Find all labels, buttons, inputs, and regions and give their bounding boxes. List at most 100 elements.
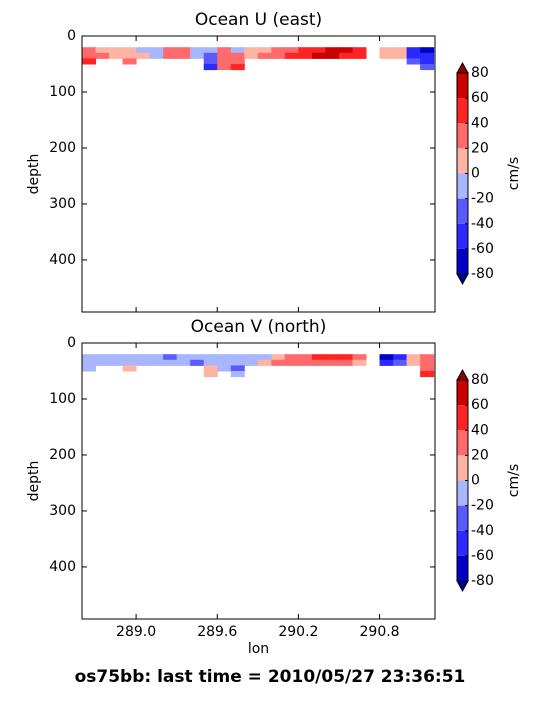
- colorbar-band: [457, 530, 468, 556]
- contour-cell: [338, 52, 353, 59]
- contour-cell: [298, 354, 313, 361]
- contour-cell: [190, 47, 205, 54]
- contour-cell: [311, 354, 326, 361]
- contour-cell: [109, 52, 124, 59]
- colorbar-tick-label: 40: [471, 422, 489, 438]
- contour-cell: [298, 47, 313, 54]
- contour-cell: [190, 52, 205, 59]
- contour-cell: [311, 52, 326, 59]
- contour-cell: [352, 47, 367, 54]
- contour-cell: [420, 58, 435, 65]
- y-tick-label: 300: [49, 503, 76, 519]
- contour-cell: [406, 58, 421, 65]
- colorbar-tick-label: 60: [471, 397, 489, 413]
- contour-cell: [109, 47, 124, 54]
- contour-cell: [257, 359, 272, 366]
- contour-cell: [420, 63, 435, 71]
- y-axis-label: depth: [26, 461, 42, 502]
- contour-cell: [176, 47, 191, 54]
- contour-cell: [149, 359, 164, 366]
- contour-cell: [203, 359, 218, 366]
- contour-cell: [230, 47, 245, 54]
- contour-cell: [95, 359, 110, 366]
- contour-cell: [95, 47, 110, 54]
- contour-cell: [284, 47, 299, 54]
- axes-frame: [81, 35, 436, 313]
- contour-cell: [217, 47, 232, 54]
- x-tick-label: 290.8: [360, 624, 400, 640]
- y-tick-label: 400: [49, 559, 76, 575]
- x-tick-label: 289.0: [116, 624, 156, 640]
- colorbar-band: [457, 455, 468, 481]
- contour-cell: [379, 354, 394, 361]
- colorbar-band: [457, 123, 468, 149]
- colorbar-band: [457, 198, 468, 224]
- contour-cell: [271, 52, 286, 59]
- contour-cell: [420, 365, 435, 372]
- colorbar-tick-label: -80: [471, 573, 494, 589]
- colorbar-band: [457, 380, 468, 406]
- colorbar-band: [457, 173, 468, 199]
- contour-cell: [95, 52, 110, 59]
- contour-cell: [325, 354, 340, 361]
- contour-cell: [352, 359, 367, 366]
- panel-title: Ocean V (north): [191, 317, 327, 337]
- y-tick-label: 100: [49, 391, 76, 407]
- contour-cell: [203, 370, 218, 378]
- colorbar-extend-low: [456, 580, 469, 593]
- contour-cell: [149, 52, 164, 59]
- contour-cell: [136, 47, 151, 54]
- contour-cell: [325, 47, 340, 54]
- contour-cell: [338, 47, 353, 54]
- contour-cell: [95, 354, 110, 361]
- field: [82, 354, 435, 378]
- colorbar-tick-label: 0: [471, 166, 480, 182]
- contour-cell: [298, 52, 313, 59]
- contour-cell: [271, 354, 286, 361]
- colorbar-tick-label: -20: [471, 498, 494, 514]
- colorbar-band: [457, 480, 468, 506]
- contour-cell: [406, 47, 421, 54]
- contour-cell: [257, 47, 272, 54]
- contour-cell: [176, 359, 191, 366]
- contour-cell: [420, 47, 435, 54]
- y-tick-label: 400: [49, 252, 76, 268]
- colorbar-tick-label: -40: [471, 523, 494, 539]
- contour-cell: [217, 354, 232, 361]
- contour-cell: [203, 47, 218, 54]
- contour-cell: [325, 359, 340, 366]
- colorbar-tick-label: 40: [471, 115, 489, 131]
- colorbar-tick-label: 0: [471, 473, 480, 489]
- contour-cell: [311, 47, 326, 54]
- y-tick-label: 200: [49, 447, 76, 463]
- y-axis-label: depth: [26, 154, 42, 195]
- colorbar-band: [457, 148, 468, 174]
- contour-cell: [284, 359, 299, 366]
- contour-cell: [203, 58, 218, 65]
- contour-cell: [230, 58, 245, 65]
- colorbar-tick-label: 80: [471, 372, 489, 388]
- contour-cell: [163, 359, 178, 366]
- contour-cell: [352, 52, 367, 59]
- y-tick-label: 200: [49, 140, 76, 156]
- contour-cell: [298, 359, 313, 366]
- contour-cell: [257, 52, 272, 59]
- contour-cell: [149, 354, 164, 361]
- colorbar-tick-label: -60: [471, 241, 494, 257]
- contour-cell: [176, 52, 191, 59]
- contour-cell: [230, 52, 245, 59]
- colorbar-tick-label: 80: [471, 65, 489, 81]
- contour-cell: [244, 47, 259, 54]
- contour-cell: [338, 354, 353, 361]
- contour-cell: [109, 359, 124, 366]
- colorbar-band: [457, 505, 468, 531]
- colorbar-band: [457, 223, 468, 249]
- contour-cell: [420, 370, 435, 378]
- contour-cell: [122, 58, 137, 65]
- contour-cell: [163, 47, 178, 54]
- contour-cell: [244, 354, 259, 361]
- contour-cell: [271, 47, 286, 54]
- contour-cell: [284, 354, 299, 361]
- contour-cell: [230, 354, 245, 361]
